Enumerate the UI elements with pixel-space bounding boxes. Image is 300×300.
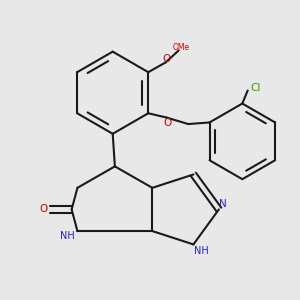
Text: O: O — [39, 204, 48, 214]
Text: Cl: Cl — [250, 83, 260, 93]
Text: methoxy: methoxy — [183, 48, 189, 49]
Text: OMe: OMe — [173, 44, 190, 52]
Text: NH: NH — [194, 246, 208, 256]
Text: O: O — [164, 118, 172, 128]
Text: N: N — [219, 199, 227, 209]
Text: O: O — [163, 54, 171, 64]
Text: NH: NH — [60, 232, 75, 242]
